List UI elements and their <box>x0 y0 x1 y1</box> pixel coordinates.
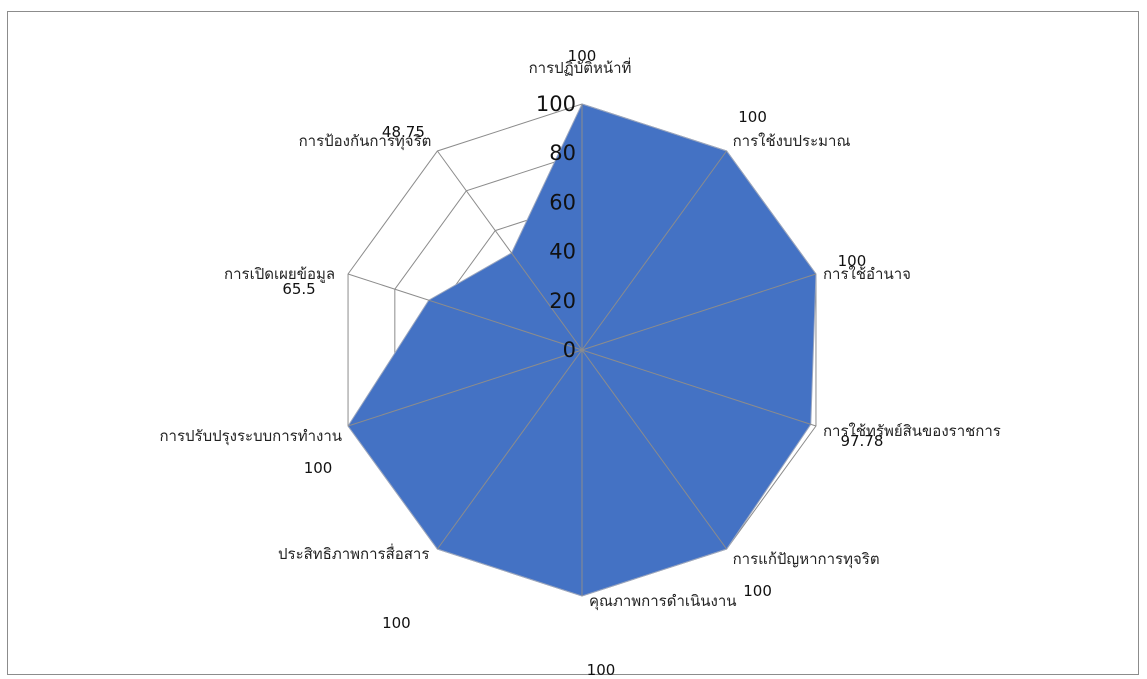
category-label: การใช้ทรัพย์สินของราชการ <box>823 422 1001 440</box>
spoke-4 <box>581 349 727 550</box>
category-label: การแก้ปัญหาการทุจริต <box>733 550 880 569</box>
data-label: 100 <box>304 459 333 477</box>
data-label: 100 <box>568 47 597 65</box>
radar-category-labels: การปฏิบัติหน้าที่การใช้งบประมาณการใช้อำน… <box>159 57 1000 611</box>
category-label: การปรับปรุงระบบการทำงาน <box>159 427 342 446</box>
radar-chart: 0 20 40 60 80 100 การปฏิบัติหน้าที่การใช้งบปร… <box>159 47 1000 676</box>
category-label: การป้องกันการทุจริต <box>299 132 432 151</box>
category-label: การใช้อำนาจ <box>823 265 911 283</box>
data-label: 48.75 <box>382 123 425 141</box>
tick-label: 0 <box>563 338 576 362</box>
data-label: 97.78 <box>840 432 883 450</box>
spoke-8 <box>347 273 583 351</box>
radar-axis-ticks: 0 20 40 60 80 100 <box>536 92 576 362</box>
tick-label: 80 <box>549 141 576 165</box>
data-label: 65.5 <box>282 280 315 298</box>
radar-spokes <box>347 104 817 596</box>
spoke-3 <box>581 349 817 427</box>
data-label: 100 <box>382 614 411 632</box>
data-label: 100 <box>738 108 767 126</box>
data-label: 100 <box>838 252 867 270</box>
category-label: การใช้งบประมาณ <box>733 132 851 150</box>
tick-label: 20 <box>549 289 576 313</box>
chart-area: 0 20 40 60 80 100 การปฏิบัติหน้าที่การใช้งบปร… <box>7 11 1139 676</box>
spoke-9 <box>437 150 583 351</box>
tick-label: 40 <box>549 240 576 264</box>
spoke-7 <box>347 349 583 427</box>
data-label: 100 <box>743 582 772 600</box>
category-label: ประสิทธิภาพการสื่อสาร <box>278 543 429 563</box>
category-label: การปฏิบัติหน้าที่ <box>529 57 632 77</box>
data-label: 100 <box>587 661 616 676</box>
spoke-6 <box>437 349 583 550</box>
tick-label: 100 <box>536 92 576 116</box>
spoke-2 <box>581 273 817 351</box>
tick-label: 60 <box>549 190 576 214</box>
radar-data-labels: 100 100 100 97.78 100 100 100 100 65.5 48.75 <box>282 47 883 676</box>
category-label: คุณภาพการดำเนินงาน <box>589 592 737 611</box>
spoke-1 <box>581 150 727 351</box>
category-label: การเปิดเผยข้อมูล <box>224 265 335 283</box>
